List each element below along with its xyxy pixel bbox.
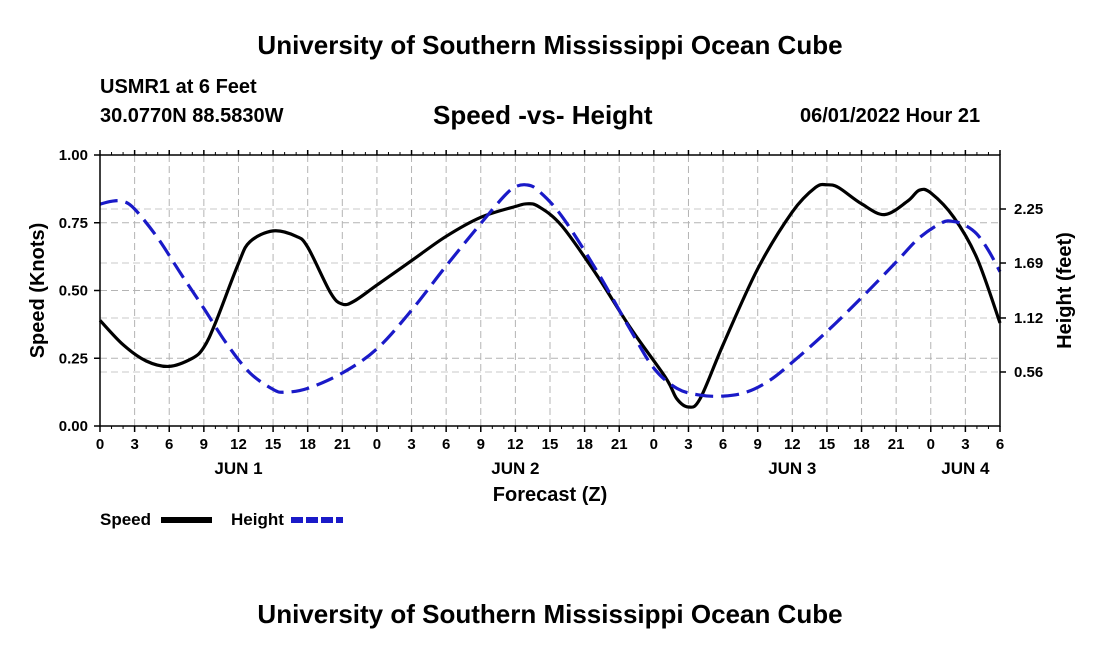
legend-height-label: Height (231, 510, 284, 529)
legend: Speed Height (100, 510, 343, 529)
datetime-label: 06/01/2022 Hour 21 (800, 105, 981, 127)
x-tick-label: 18 (299, 436, 316, 453)
y-left-tick-label: 0.25 (59, 350, 88, 367)
x-axis-label: Forecast (Z) (493, 484, 607, 506)
x-tick-label: 21 (611, 436, 628, 453)
footer-title: University of Southern Mississippi Ocean… (257, 599, 843, 629)
y-left-tick-label: 0.75 (59, 215, 88, 232)
y-axis-left-label: Speed (Knots) (27, 223, 49, 359)
x-tick-label: 3 (684, 436, 692, 453)
station-label: USMR1 at 6 Feet (100, 76, 257, 98)
x-tick-label: 6 (996, 436, 1004, 453)
y-axis-right-label: Height (feet) (1054, 232, 1076, 349)
x-tick-label: 9 (477, 436, 485, 453)
x-tick-label: 6 (442, 436, 450, 453)
x-tick-label: 18 (576, 436, 593, 453)
date-label: JUN 2 (491, 459, 539, 478)
series-layer (98, 182, 1002, 409)
x-tick-label: 12 (507, 436, 524, 453)
series-speed-line (98, 182, 1002, 409)
y-left-tick-label: 0.00 (59, 418, 88, 435)
legend-speed-label: Speed (100, 510, 151, 529)
date-label: JUN 3 (768, 459, 816, 478)
coordinates-label: 30.0770N 88.5830W (100, 105, 284, 127)
x-tick-label: 0 (373, 436, 381, 453)
y-right-tick-label: 1.12 (1014, 310, 1043, 327)
axes: 0 3 6 9 12 15 18 21 0 3 6 9 12 15 18 21 0 3 6 9 12 15 18 21 0 3 6J… (59, 147, 1043, 478)
x-tick-label: 21 (888, 436, 905, 453)
y-right-tick-label: 2.25 (1014, 201, 1043, 218)
y-right-tick-label: 0.56 (1014, 364, 1043, 381)
series-height-line (99, 183, 1002, 398)
date-label: JUN 4 (941, 459, 990, 478)
y-left-tick-label: 0.50 (59, 283, 88, 300)
x-tick-label: 18 (853, 436, 870, 453)
page-title: University of Southern Mississippi Ocean… (257, 30, 843, 60)
x-tick-label: 21 (334, 436, 351, 453)
x-tick-label: 3 (407, 436, 415, 453)
y-right-tick-label: 1.69 (1014, 255, 1043, 272)
x-tick-label: 9 (200, 436, 208, 453)
x-tick-label: 12 (784, 436, 801, 453)
chart-title: Speed -vs- Height (433, 100, 653, 130)
y-left-tick-label: 1.00 (59, 147, 88, 164)
x-tick-label: 15 (819, 436, 836, 453)
x-tick-label: 3 (130, 436, 138, 453)
x-tick-label: 12 (230, 436, 247, 453)
x-tick-label: 6 (165, 436, 173, 453)
x-tick-label: 3 (961, 436, 969, 453)
x-tick-label: 0 (96, 436, 104, 453)
date-label: JUN 1 (214, 459, 262, 478)
x-tick-label: 15 (265, 436, 282, 453)
x-tick-label: 0 (927, 436, 935, 453)
x-tick-label: 0 (650, 436, 658, 453)
x-tick-label: 9 (754, 436, 762, 453)
x-tick-label: 15 (542, 436, 559, 453)
grid (100, 155, 1000, 426)
x-tick-label: 6 (719, 436, 727, 453)
